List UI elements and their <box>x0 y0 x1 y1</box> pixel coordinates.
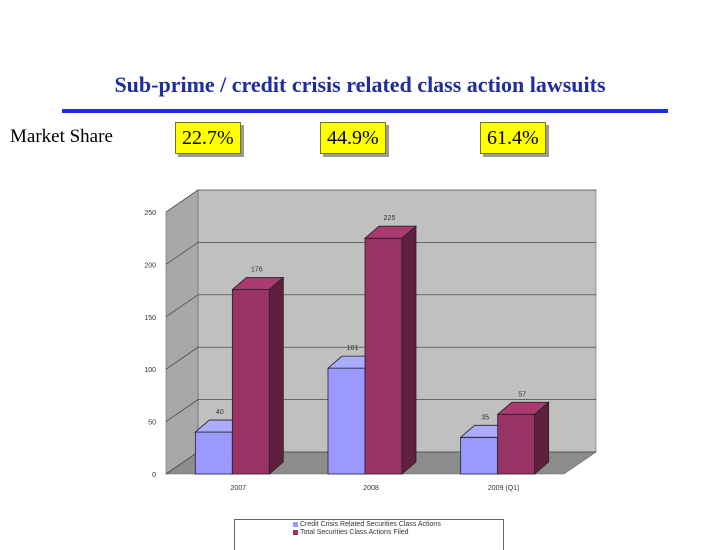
legend-label-credit: Credit Crisis Related Securities Class A… <box>300 521 441 528</box>
legend-swatch-credit <box>293 521 298 527</box>
x-tick-label-2007: 2007 <box>231 485 247 492</box>
chart-legend: Credit Crisis Related Securities Class A… <box>234 519 504 550</box>
data-label-total-2009 (Q1): 57 <box>518 391 526 398</box>
data-label-credit-2009 (Q1): 35 <box>481 414 489 421</box>
x-tick-label-2009 (Q1): 2009 (Q1) <box>488 485 520 492</box>
legend-item-total: Total Securities Class Actions Filed <box>293 529 409 536</box>
legend-item-credit: Credit Crisis Related Securities Class A… <box>293 521 441 528</box>
data-label-total-2007: 176 <box>251 267 263 274</box>
gridline-200 <box>165 242 596 265</box>
gridline-250 <box>165 189 596 213</box>
chart-side-wall <box>165 189 199 475</box>
y-tick-label-0: 0 <box>152 472 156 479</box>
bar-total-2008 <box>363 225 418 475</box>
y-tick-label-100: 100 <box>144 367 156 374</box>
x-tick-label-2008: 2008 <box>363 485 379 492</box>
legend-swatch-total <box>293 529 298 535</box>
gridline-150 <box>165 294 596 318</box>
title-underline <box>62 109 668 113</box>
market-share-2007: 22.7% <box>175 122 241 154</box>
bar-total-2009 (Q1) <box>496 401 550 475</box>
legend-label-total: Total Securities Class Actions Filed <box>300 529 409 536</box>
slide-title: Sub-prime / credit crisis related class … <box>114 72 606 97</box>
gridline-100 <box>165 346 596 370</box>
market-share-label: Market Share <box>10 126 113 147</box>
data-label-credit-2007: 40 <box>216 409 224 416</box>
gridline-50 <box>165 399 596 422</box>
y-tick-label-50: 50 <box>148 420 156 427</box>
market-share-2009-q1: 61.4% <box>480 122 546 154</box>
bar-total-2007 <box>231 276 285 475</box>
y-tick-label-200: 200 <box>144 262 156 269</box>
data-label-total-2008: 225 <box>384 215 396 222</box>
data-label-credit-2008: 101 <box>347 345 359 352</box>
y-tick-label-250: 250 <box>144 210 156 217</box>
y-tick-label-150: 150 <box>144 315 156 322</box>
market-share-2008: 44.9% <box>320 122 386 154</box>
